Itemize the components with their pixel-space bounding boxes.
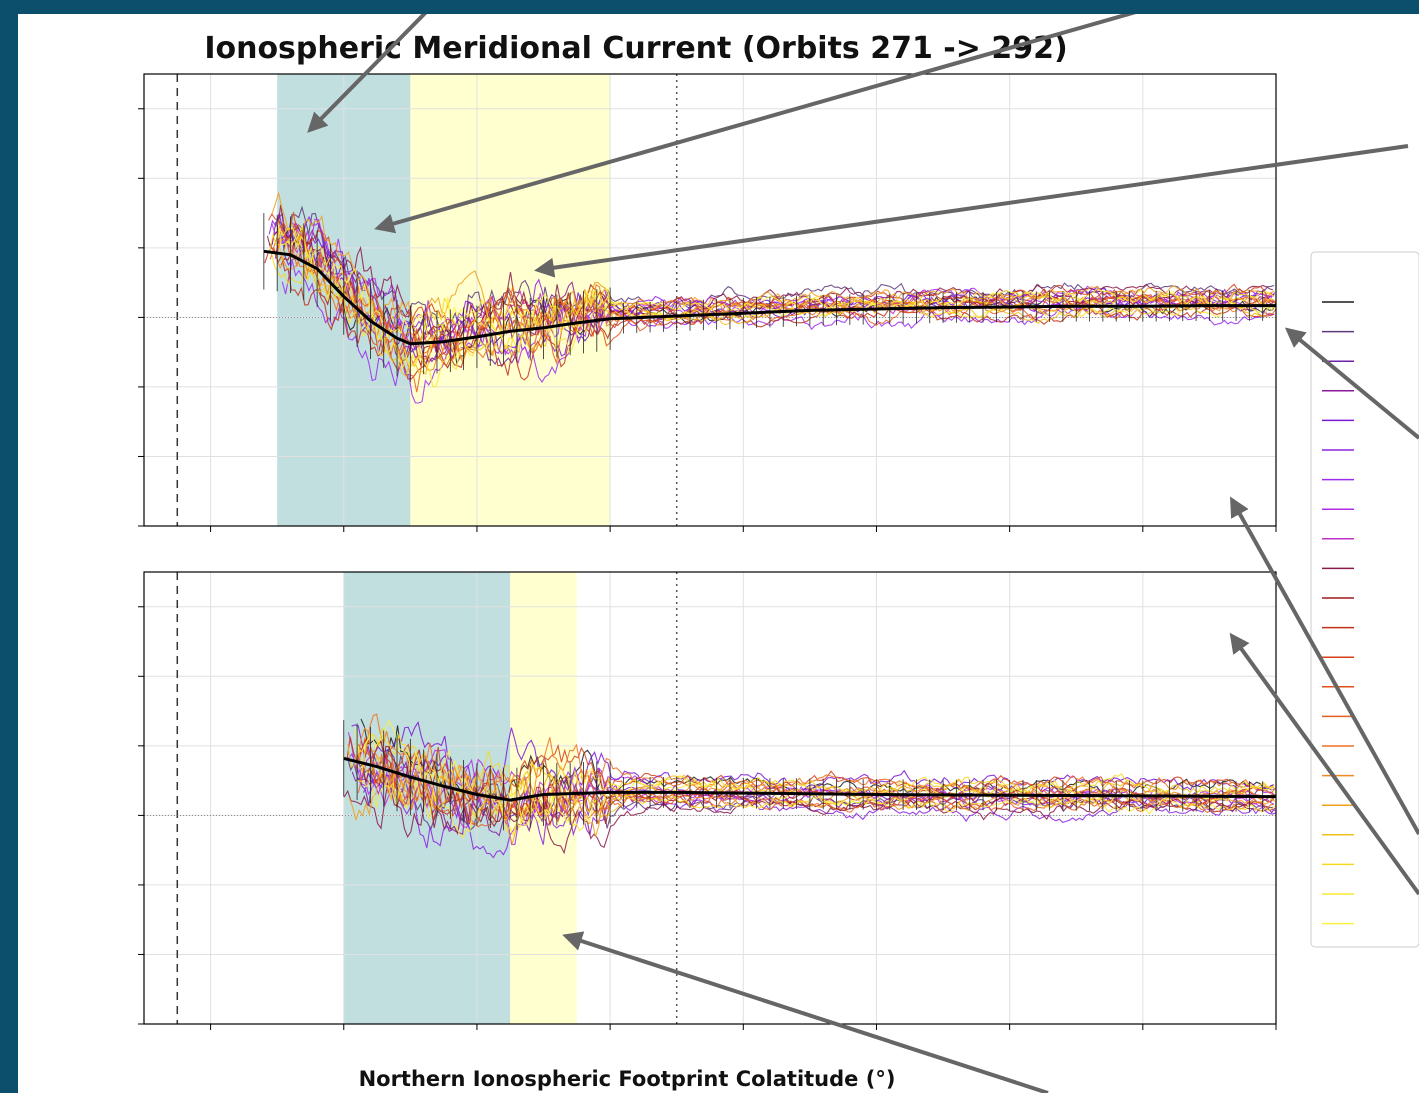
mean-curve <box>263 249 1276 346</box>
annotation-arrow <box>1284 327 1419 440</box>
annotation-arrow <box>534 144 1409 278</box>
figure-title: Ionospheric Meridional Current (Orbits 2… <box>204 31 1067 66</box>
orbit-trace-280 <box>266 204 1274 345</box>
orbit-trace-275 <box>351 721 1274 809</box>
axes-frame <box>143 571 1277 1025</box>
orbit-trace-292 <box>277 221 1274 348</box>
annotation-arrow <box>1230 496 1419 835</box>
annotation-arrows <box>307 14 1419 1093</box>
orbit-trace-286 <box>362 713 1276 808</box>
annotation-arrow <box>562 931 1049 1093</box>
annotation-arrow <box>374 14 1137 234</box>
orbit-traces <box>263 192 1276 404</box>
orbit-trace-290 <box>358 727 1275 814</box>
orbit-trace-282 <box>346 736 1276 827</box>
annotation-arrow <box>1229 632 1419 896</box>
orbit-trace-288 <box>271 192 1275 352</box>
orbit-trace-282 <box>264 246 1274 381</box>
orbit-trace-290 <box>270 251 1274 368</box>
chart-panel-0 <box>138 73 1277 532</box>
orbit-trace-283 <box>268 212 1275 337</box>
orbit-trace-285 <box>357 750 1274 828</box>
x-axis-label: Northern Ionospheric Footprint Colatitud… <box>359 1067 896 1091</box>
figure-canvas: Ionospheric Meridional Current (Orbits 2… <box>18 14 1419 1093</box>
orbit-trace-271 <box>360 718 1274 803</box>
legend <box>1310 251 1419 948</box>
orbit-trace-281 <box>280 234 1274 369</box>
axes-frame <box>143 73 1277 527</box>
chart-panel-1 <box>138 571 1277 1030</box>
legend-box <box>1310 251 1419 948</box>
annotation-arrow <box>307 14 428 133</box>
mean-curve <box>343 756 1277 802</box>
orbit-trace-291 <box>356 778 1276 839</box>
chart-svg: Ionospheric Meridional Current (Orbits 2… <box>138 14 1419 1093</box>
